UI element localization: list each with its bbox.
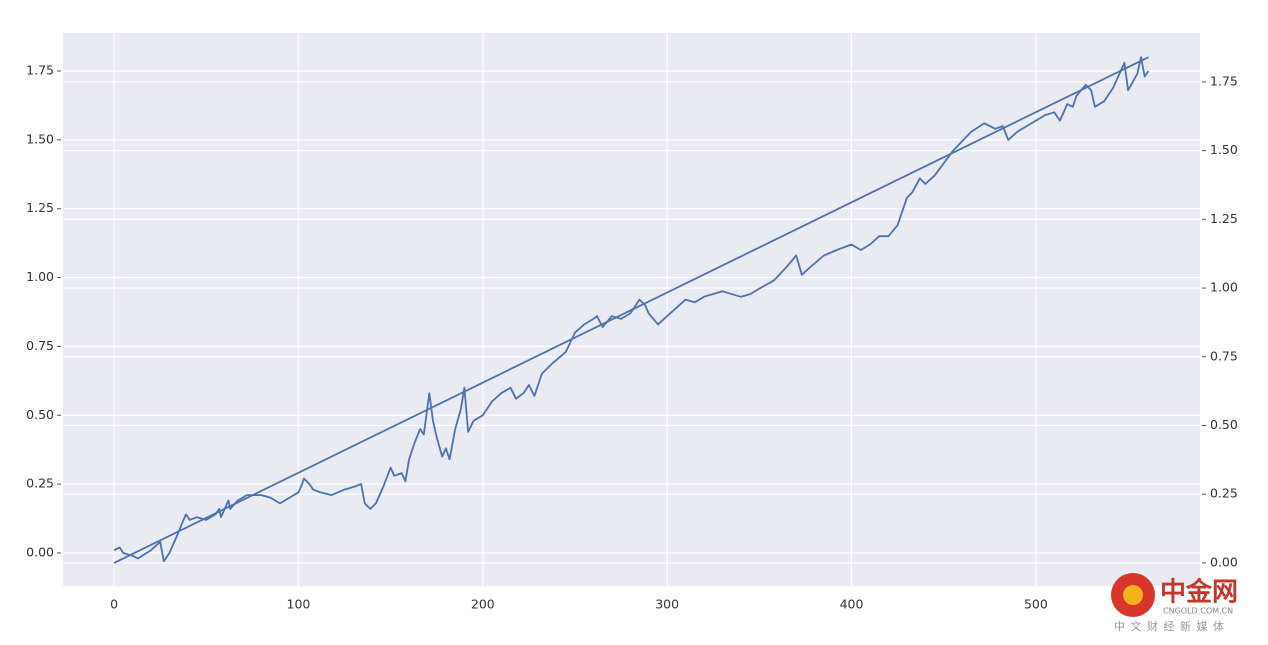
watermark-logo-inner [1123,585,1143,605]
watermark-url: CNGOLD.COM.CN [1163,607,1233,616]
y2-tick-label: 0.25 [1210,486,1238,501]
watermark: 中金网 CNGOLD.COM.CN 中 文 财 经 新 媒 体 [1111,573,1238,633]
y2-tick-label: 0.50 [1210,417,1238,432]
x-tick-label: 400 [840,597,864,612]
y-tick-label: 0.50 [26,407,54,422]
x-tick-label: 300 [655,597,679,612]
y2-tick-label: 1.75 [1210,73,1238,88]
y2-tick-label: 1.00 [1210,280,1238,295]
y-tick-label: 1.00 [26,269,54,284]
y2-tick-label: 1.25 [1210,211,1238,226]
y-tick-label: 0.00 [26,544,54,559]
y-tick-label: 0.25 [26,476,54,491]
y2-tick-label: 1.50 [1210,142,1238,157]
x-tick-label: 500 [1024,597,1048,612]
y-tick-label: 1.75 [26,63,54,78]
watermark-name: 中金网 [1160,577,1238,608]
y-tick-label: 0.75 [26,338,54,353]
y2-tick-label: 0.75 [1210,348,1238,363]
x-tick-label: 100 [287,597,311,612]
watermark-slogan: 中 文 财 经 新 媒 体 [1114,619,1225,633]
y-tick-label: 1.25 [26,200,54,215]
y-tick-label: 1.50 [26,131,54,146]
y2-tick-label: 0.00 [1210,554,1238,569]
series-line [113,56,1149,564]
series-line [113,56,1150,563]
x-tick-label: 200 [471,597,495,612]
x-tick-label: 0 [110,597,118,612]
